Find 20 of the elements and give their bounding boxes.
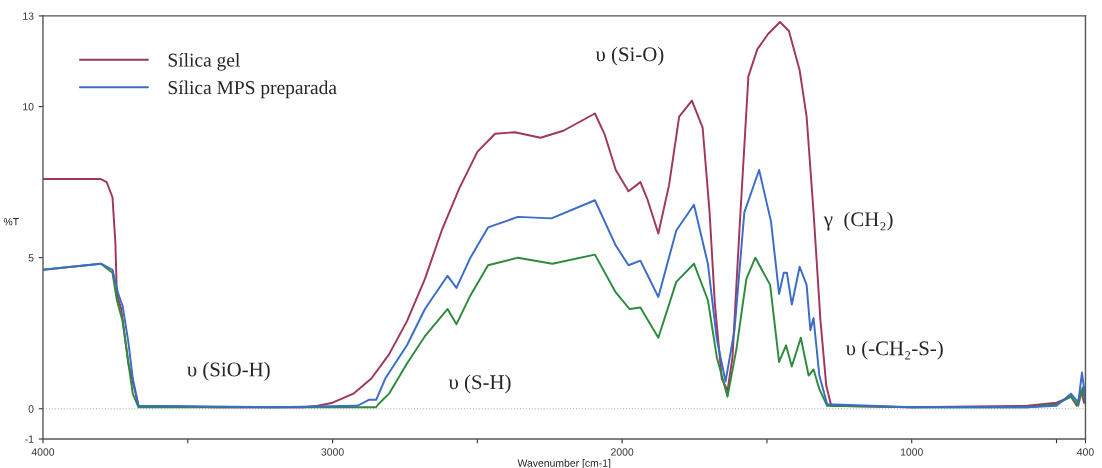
y-tick-label: 10 <box>23 103 34 111</box>
y-tick-label: 0 <box>28 405 34 413</box>
x-axis-title: Wavenumber [cm-1] <box>517 459 611 468</box>
legend-label: Sílica MPS preparada <box>168 80 337 99</box>
y-tick-label: -1 <box>25 435 34 443</box>
y-tick-label: 5 <box>28 254 34 262</box>
x-tick-label: 400 <box>1077 448 1094 456</box>
line-series <box>42 169 1086 409</box>
annotation: γ (CH₂) <box>823 211 893 231</box>
x-tick-label: 3000 <box>321 448 344 456</box>
x-tick-label: 1000 <box>900 448 923 456</box>
annotation: υ (S-H) <box>448 374 511 394</box>
annotation: υ (-CH₂-S-) <box>845 340 943 360</box>
annotation: υ (Si-O) <box>595 46 664 66</box>
annotation: υ (SiO-H) <box>187 361 270 381</box>
x-tick-label: 4000 <box>31 448 55 456</box>
y-tick-label: 13 <box>23 12 34 20</box>
x-tick-label: 2000 <box>611 448 634 456</box>
legend-label: Sílica gel <box>168 52 240 71</box>
y-axis-title: %T <box>3 218 19 226</box>
